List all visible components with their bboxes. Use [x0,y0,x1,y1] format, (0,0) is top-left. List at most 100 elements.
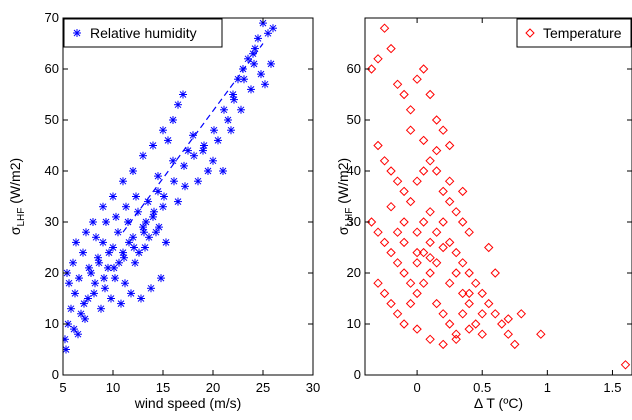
x-tick-label: 20 [206,380,220,395]
data-point [140,228,148,237]
data-point [135,248,143,257]
data-point [199,146,207,155]
y-tick-label: 30 [347,214,361,229]
data-point [224,116,232,124]
data-point [444,140,455,151]
data-point [418,247,429,258]
data-point [399,89,409,100]
y-tick-label: 0 [354,367,361,382]
data-point [425,156,435,166]
data-point [267,59,275,68]
data-point [214,136,222,145]
legend-label: Temperature [543,25,622,41]
data-point [124,218,132,226]
data-point [67,304,75,313]
data-point [261,80,269,89]
x-tick-label: 0.5 [473,380,491,395]
x-tick-label: 1 [544,380,551,395]
data-point [373,54,383,64]
data-point [438,186,448,197]
data-point [100,274,108,283]
data-point [117,299,125,308]
y-axis-label: σLHF (W/m2) [7,158,27,235]
data-point [219,167,227,175]
legend-box [63,18,223,48]
data-point [181,182,189,191]
data-point [141,243,149,252]
data-point [399,186,409,197]
data-point [464,268,474,278]
data-point [497,319,507,329]
data-point [464,288,474,299]
data-point [392,309,403,319]
data-point [425,268,435,278]
data-point [84,294,92,303]
data-point [392,79,403,90]
data-point [418,135,429,146]
data-point [444,278,455,288]
data-point [157,274,165,283]
data-point [379,156,390,166]
data-point [418,217,429,227]
data-point [373,227,383,237]
data-point [490,309,500,319]
data-point [227,126,235,135]
data-point [189,131,197,140]
data-point [99,202,107,211]
data-point [209,156,217,165]
data-point [405,125,416,135]
data-point [464,298,474,309]
data-point [392,176,403,186]
data-point [392,258,403,268]
data-point [179,90,187,99]
data-point [91,279,99,288]
x-tick-label: 1.5 [603,380,621,395]
data-point [471,278,481,288]
legend-label: Relative humidity [90,25,197,41]
data-point [464,324,474,334]
data-point [477,288,487,299]
data-point [120,253,128,262]
fit-line [122,43,264,233]
data-point [257,70,265,79]
data-point [438,217,448,227]
data-point [451,207,461,217]
data-point [425,237,435,248]
data-point [119,248,127,257]
data-point [220,105,228,114]
data-point [72,238,80,247]
data-point [386,166,396,176]
data-point [139,151,147,160]
data-point [81,314,89,323]
data-point [386,201,396,212]
data-point [129,233,137,242]
data-point [99,238,107,247]
data-point [412,74,422,84]
data-point [114,228,122,237]
x-tick-label: 0 [413,380,420,395]
axes-frame [364,17,632,376]
data-point [412,258,422,268]
data-point [132,192,140,201]
data-point [247,85,255,94]
data-point [477,309,487,319]
data-point [142,218,150,226]
y-tick-label: 40 [347,163,361,178]
data-point [92,233,100,242]
data-point [149,141,157,150]
data-point [366,64,377,74]
data-point [451,247,461,258]
x-tick-label: 30 [306,380,320,395]
data-point [70,325,78,334]
data-point [431,115,442,125]
data-point [112,212,120,221]
data-point [525,28,535,38]
data-point [399,268,409,278]
data-point [444,319,455,329]
data-point [425,207,435,217]
data-point [85,263,93,272]
x-tick-label: 25 [256,380,270,395]
data-point [77,309,85,318]
data-point [184,146,192,155]
data-point [399,319,409,329]
